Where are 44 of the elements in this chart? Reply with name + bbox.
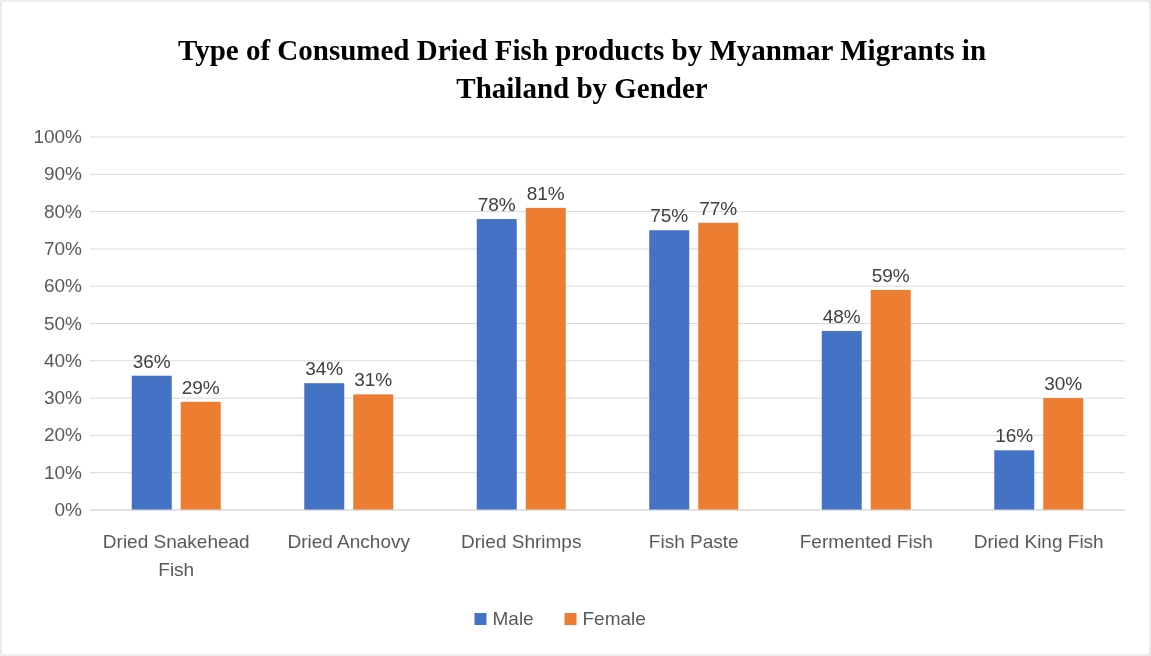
y-tick-label: 10%: [43, 461, 83, 483]
bar: [525, 207, 566, 510]
x-tick-label: Dried King Fish: [973, 531, 1104, 552]
y-tick-label: 0%: [54, 499, 83, 520]
bar: [1043, 398, 1084, 510]
legend-label: Male: [492, 608, 534, 629]
bar: [994, 450, 1035, 510]
data-label: 34%: [305, 358, 344, 380]
y-tick-label: 70%: [43, 237, 83, 259]
bar: [180, 401, 221, 510]
x-tick-label: Dried Shrimps: [461, 531, 582, 552]
data-label: 77%: [699, 197, 738, 219]
y-tick-label: 100%: [33, 126, 83, 147]
chart-title: Type of Consumed Dried Fish products by Myanmar Migrants in Thailand by Gender: [177, 34, 987, 104]
data-label: 81%: [526, 182, 565, 204]
y-tick-label: 20%: [43, 424, 83, 446]
y-tick-label: 40%: [43, 349, 83, 371]
bar: [821, 330, 862, 510]
data-label: 16%: [995, 425, 1034, 447]
bar: [476, 219, 517, 510]
bar: [353, 394, 394, 510]
data-label: 30%: [1044, 373, 1083, 395]
x-tick-label: Fermented Fish: [799, 531, 933, 552]
bar: [131, 375, 172, 510]
bar: [698, 222, 739, 510]
y-tick-label: 30%: [43, 387, 83, 409]
y-tick-label: 90%: [43, 163, 83, 185]
y-tick-label: 50%: [43, 312, 83, 334]
data-label: 78%: [477, 194, 516, 216]
data-label: 29%: [181, 376, 220, 398]
x-tick-label: Dried Snakehead Fish: [102, 531, 250, 580]
x-tick-label: Dried Anchovy: [287, 531, 411, 552]
data-label: 75%: [650, 205, 689, 227]
x-tick-label: Fish Paste: [648, 531, 739, 552]
data-label: 48%: [822, 305, 861, 327]
y-tick-label: 60%: [43, 275, 83, 297]
data-label: 36%: [132, 350, 171, 372]
legend-label: Female: [582, 608, 646, 629]
bar: [649, 230, 690, 510]
data-label: 59%: [871, 264, 910, 286]
bar: [304, 383, 345, 510]
y-tick-label: 80%: [43, 200, 83, 222]
bar: [870, 289, 911, 510]
data-label: 31%: [354, 369, 393, 391]
